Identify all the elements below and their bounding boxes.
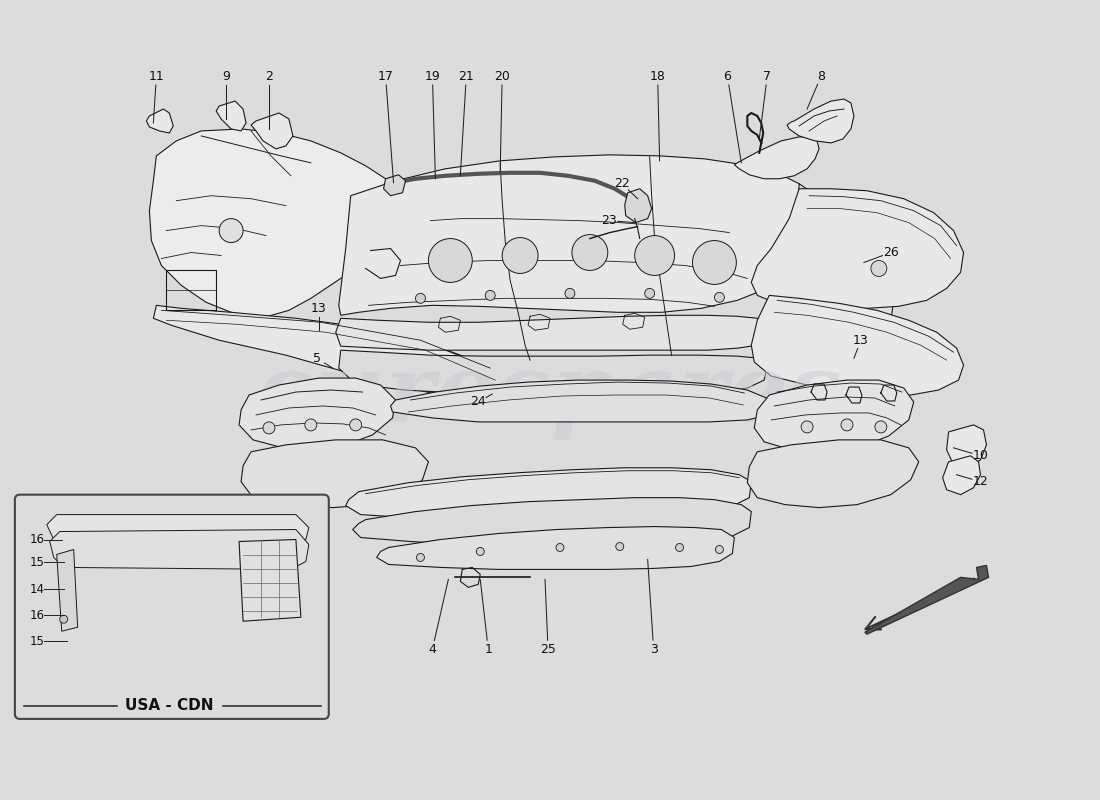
Text: 23: 23	[601, 214, 617, 227]
Text: 7: 7	[763, 70, 771, 82]
Polygon shape	[339, 155, 820, 315]
Polygon shape	[751, 295, 964, 396]
Circle shape	[556, 543, 564, 551]
Circle shape	[714, 292, 725, 302]
Text: 17: 17	[377, 70, 394, 82]
Text: 25: 25	[540, 642, 556, 656]
Text: 5: 5	[312, 352, 321, 365]
Polygon shape	[390, 380, 771, 422]
FancyBboxPatch shape	[15, 494, 329, 719]
Polygon shape	[795, 184, 894, 348]
Text: 24: 24	[471, 395, 486, 409]
Polygon shape	[47, 514, 309, 539]
Circle shape	[572, 234, 608, 270]
Circle shape	[871, 261, 887, 277]
Circle shape	[645, 288, 654, 298]
Text: 21: 21	[459, 70, 474, 82]
Polygon shape	[336, 315, 767, 350]
Text: USA - CDN: USA - CDN	[125, 698, 213, 714]
Polygon shape	[153, 306, 510, 400]
Circle shape	[350, 419, 362, 431]
Polygon shape	[947, 425, 987, 468]
Polygon shape	[57, 550, 78, 631]
Circle shape	[874, 421, 887, 433]
Circle shape	[416, 294, 426, 303]
Polygon shape	[788, 99, 854, 143]
Polygon shape	[943, 456, 980, 494]
Polygon shape	[384, 174, 406, 196]
Circle shape	[675, 543, 683, 551]
Circle shape	[428, 238, 472, 282]
Circle shape	[263, 422, 275, 434]
Text: 9: 9	[222, 70, 230, 82]
Polygon shape	[239, 378, 396, 450]
Polygon shape	[345, 468, 751, 519]
Polygon shape	[239, 539, 301, 622]
Circle shape	[59, 615, 68, 623]
Polygon shape	[751, 189, 964, 308]
Text: 14: 14	[30, 583, 44, 596]
Polygon shape	[747, 440, 918, 508]
Text: 18: 18	[650, 70, 666, 82]
Circle shape	[417, 554, 425, 562]
Text: 19: 19	[425, 70, 440, 82]
Polygon shape	[376, 526, 735, 570]
Circle shape	[219, 218, 243, 242]
Polygon shape	[50, 530, 309, 570]
Text: 15: 15	[30, 634, 44, 648]
Text: 20: 20	[494, 70, 510, 82]
Polygon shape	[150, 129, 406, 318]
Circle shape	[503, 238, 538, 274]
Text: 16: 16	[30, 609, 44, 622]
Circle shape	[715, 546, 724, 554]
Text: 16: 16	[30, 533, 44, 546]
Text: 22: 22	[614, 178, 629, 190]
Circle shape	[693, 241, 736, 285]
Text: 13: 13	[852, 334, 869, 346]
Text: 1: 1	[484, 642, 492, 656]
Circle shape	[305, 419, 317, 431]
Circle shape	[801, 421, 813, 433]
Polygon shape	[217, 101, 246, 131]
Polygon shape	[146, 109, 174, 133]
Text: eurospares: eurospares	[257, 350, 843, 440]
Circle shape	[476, 547, 484, 555]
Text: 11: 11	[148, 70, 164, 82]
Polygon shape	[353, 498, 751, 546]
Circle shape	[635, 235, 674, 275]
Polygon shape	[241, 440, 428, 508]
Text: 4: 4	[429, 642, 437, 656]
Text: 3: 3	[650, 642, 658, 656]
Circle shape	[616, 542, 624, 550]
Text: 2: 2	[265, 70, 273, 82]
Polygon shape	[251, 113, 293, 149]
Circle shape	[565, 288, 575, 298]
Polygon shape	[339, 350, 767, 394]
Text: 26: 26	[883, 246, 899, 259]
Text: 13: 13	[311, 302, 327, 315]
Circle shape	[485, 290, 495, 300]
Polygon shape	[625, 189, 651, 222]
Text: 12: 12	[972, 475, 989, 488]
Circle shape	[842, 419, 852, 431]
Text: 6: 6	[724, 70, 732, 82]
Text: 15: 15	[30, 556, 44, 569]
Text: 10: 10	[972, 450, 989, 462]
Polygon shape	[735, 137, 820, 178]
Polygon shape	[865, 566, 989, 634]
Text: 8: 8	[817, 70, 825, 82]
Polygon shape	[755, 380, 914, 452]
